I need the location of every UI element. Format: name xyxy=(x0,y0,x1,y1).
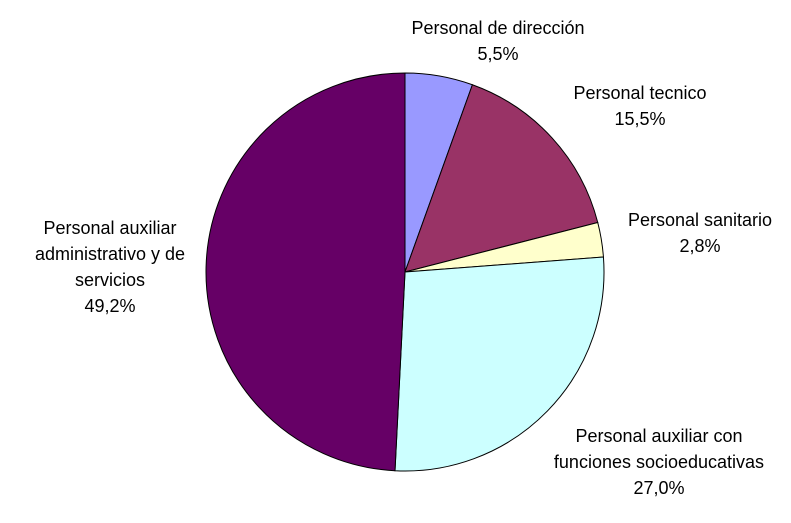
value-label: 27,0% xyxy=(633,478,685,498)
slice-label: Personal de dirección 5,5% xyxy=(368,15,628,67)
value-label: 2,8% xyxy=(679,236,721,256)
pie-slice xyxy=(394,256,605,472)
pie-slice xyxy=(404,84,599,273)
value-label: 5,5% xyxy=(477,44,519,64)
slice-label: Personal auxiliar con funciones socioedu… xyxy=(549,423,769,501)
category-label: Personal sanitario xyxy=(627,210,773,230)
category-label: Personal tecnico xyxy=(573,83,707,103)
slice-label: Personal auxiliar administrativo y de se… xyxy=(15,215,205,319)
value-label: 15,5% xyxy=(614,109,666,129)
category-label: Personal auxiliar administrativo y de se… xyxy=(34,218,186,290)
value-label: 49,2% xyxy=(84,296,136,316)
category-label: Personal auxiliar con funciones socioedu… xyxy=(553,426,765,472)
slice-label: Personal sanitario 2,8% xyxy=(590,207,791,259)
pie-slice xyxy=(205,72,406,472)
category-label: Personal de dirección xyxy=(411,18,585,38)
slice-label: Personal tecnico 15,5% xyxy=(540,80,740,132)
